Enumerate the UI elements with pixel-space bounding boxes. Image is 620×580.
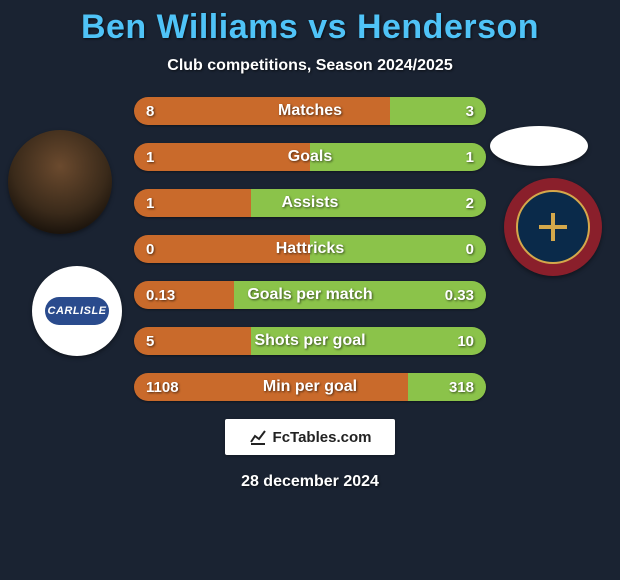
player1-avatar <box>8 130 112 234</box>
comparison-infographic: Ben Williams vs Henderson Club competiti… <box>0 8 620 580</box>
stat-value-right: 0.33 <box>445 281 474 309</box>
stat-value-left: 1 <box>146 143 154 171</box>
club2-logo <box>504 178 602 276</box>
stat-value-left: 0 <box>146 235 154 263</box>
stat-row: Shots per goal5 10 <box>134 327 486 355</box>
stat-value-right: 0 <box>466 235 474 263</box>
stat-value-right: 1 <box>466 143 474 171</box>
stat-value-right: 318 <box>449 373 474 401</box>
stat-value-left: 0.13 <box>146 281 175 309</box>
stat-label: Min per goal <box>134 373 486 401</box>
subtitle: Club competitions, Season 2024/2025 <box>0 57 620 75</box>
stat-value-left: 1 <box>146 189 154 217</box>
stat-value-left: 8 <box>146 97 154 125</box>
stat-label: Goals <box>134 143 486 171</box>
stat-row: Goals per match0.13 0.33 <box>134 281 486 309</box>
watermark-icon <box>249 428 267 446</box>
stat-row: Assists1 2 <box>134 189 486 217</box>
stat-row: Matches8 3 <box>134 97 486 125</box>
stat-value-right: 3 <box>466 97 474 125</box>
stat-value-left: 5 <box>146 327 154 355</box>
page-title: Ben Williams vs Henderson <box>0 8 620 47</box>
stat-value-right: 10 <box>457 327 474 355</box>
stat-label: Hattricks <box>134 235 486 263</box>
club2-badge-inner <box>516 190 590 264</box>
stat-row: Hattricks0 0 <box>134 235 486 263</box>
club1-logo: CARLISLE <box>32 266 122 356</box>
stat-label: Assists <box>134 189 486 217</box>
watermark-text: FcTables.com <box>273 429 372 446</box>
stat-value-left: 1108 <box>146 373 179 401</box>
watermark: FcTables.com <box>225 419 395 455</box>
stat-label: Matches <box>134 97 486 125</box>
stat-row: Goals1 1 <box>134 143 486 171</box>
club1-badge: CARLISLE <box>45 297 109 325</box>
date: 28 december 2024 <box>0 473 620 491</box>
stat-label: Goals per match <box>134 281 486 309</box>
stat-label: Shots per goal <box>134 327 486 355</box>
stat-value-right: 2 <box>466 189 474 217</box>
player2-avatar <box>490 126 588 166</box>
stat-row: Min per goal1108 318 <box>134 373 486 401</box>
